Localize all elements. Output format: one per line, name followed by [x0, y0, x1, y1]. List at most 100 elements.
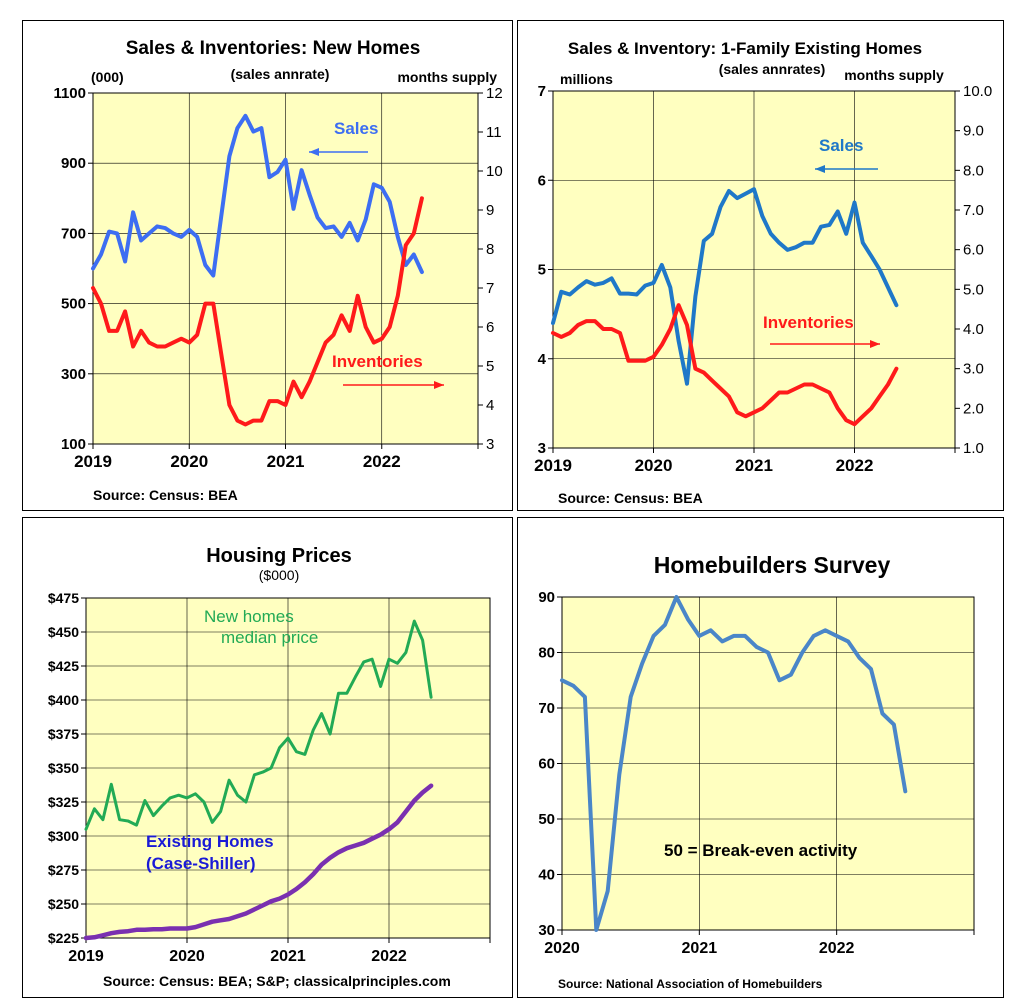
y-tick-label: $325 [48, 794, 79, 810]
chart-source: Source: Census: BEA [93, 487, 238, 503]
y-tick-label: 50 [538, 811, 555, 828]
homebuilders-survey-panel: Homebuilders Survey Source: National Ass… [517, 517, 1004, 998]
x-tick-label: 2022 [819, 940, 855, 957]
y-tick-label: 4 [538, 351, 547, 368]
y-right-tick-label: 10.0 [963, 83, 992, 100]
annotation-label: median price [221, 628, 318, 647]
chart-title: Sales & Inventories: New Homes [126, 38, 421, 59]
x-tick-label: 2021 [267, 452, 305, 471]
x-tick-label: 2019 [74, 452, 112, 471]
y-tick-label: 700 [61, 225, 86, 242]
y-right-tick-label: 9 [486, 202, 494, 219]
y-tick-label: 5 [538, 262, 546, 279]
y-tick-label: 40 [538, 867, 555, 884]
left-axis-unit: millions [560, 71, 613, 87]
x-tick-label: 2021 [682, 940, 718, 957]
y-right-tick-label: 7.0 [963, 202, 984, 219]
existing-homes-chart: Sales & Inventory: 1-Family Existing Hom… [534, 39, 992, 506]
series-line [83, 783, 434, 941]
y-right-tick-label: 5 [486, 358, 494, 375]
y-right-tick-label: 10 [486, 163, 503, 180]
x-tick-label: 2022 [836, 456, 874, 475]
annotation-arrow-head [870, 340, 880, 348]
y-tick-label: $450 [48, 624, 79, 640]
new-homes-sales-inventories-panel: Sales & Inventories: New Homes (000) (sa… [22, 20, 513, 511]
y-tick-label: 1100 [53, 85, 86, 102]
x-tick-label: 2022 [363, 452, 401, 471]
annotation-arrow-head [434, 381, 444, 389]
y-tick-label: 3 [538, 440, 546, 457]
y-right-tick-label: 4 [486, 397, 494, 414]
series-line [91, 196, 424, 427]
x-tick-label: 2019 [534, 456, 572, 475]
chart-source: Source: Census: BEA [558, 490, 703, 506]
housing-prices-panel: Housing Prices ($000) Source: Census: BE… [22, 517, 513, 998]
series-line [560, 595, 908, 932]
y-tick-label: $275 [48, 862, 79, 878]
y-tick-label: $400 [48, 692, 79, 708]
annotation-label: Existing Homes [146, 832, 274, 851]
y-tick-label: 100 [61, 436, 86, 453]
series-line [84, 619, 433, 831]
y-right-tick-label: 1.0 [963, 440, 984, 457]
y-tick-label: 7 [538, 83, 546, 100]
left-axis-unit: (000) [91, 69, 124, 85]
y-right-tick-label: 4.0 [963, 321, 984, 338]
y-tick-label: 300 [61, 366, 86, 383]
y-tick-label: $350 [48, 760, 79, 776]
series-line [551, 303, 899, 427]
x-tick-label: 2021 [270, 948, 306, 965]
chart-subtitle: (sales annrate) [231, 66, 330, 82]
y-tick-label: 500 [61, 296, 86, 313]
x-tick-label: 2020 [544, 940, 580, 957]
y-tick-label: $250 [48, 896, 79, 912]
y-tick-label: 90 [538, 589, 555, 606]
y-tick-label: 30 [538, 922, 555, 939]
y-tick-label: $475 [48, 590, 79, 606]
y-right-tick-label: 11 [486, 124, 502, 141]
x-tick-label: 2021 [735, 456, 773, 475]
y-right-tick-label: 8 [486, 241, 494, 258]
y-tick-label: 900 [61, 155, 86, 172]
y-right-tick-label: 7 [486, 280, 494, 297]
y-right-tick-label: 5.0 [963, 281, 984, 298]
homebuilders-survey-chart: Homebuilders Survey Source: National Ass… [538, 552, 975, 991]
annotation-arrow-head [309, 148, 319, 156]
chart-title: Housing Prices [206, 545, 352, 567]
y-right-tick-label: 12 [486, 85, 503, 102]
y-right-tick-label: 2.0 [963, 400, 984, 417]
y-right-tick-label: 3 [486, 436, 494, 453]
chart-subtitle: ($000) [259, 567, 299, 583]
y-tick-label: 6 [538, 172, 546, 189]
annotation-label: New homes [204, 607, 294, 626]
chart-subtitle: (sales annrates) [719, 61, 826, 77]
y-tick-label: $300 [48, 828, 79, 844]
y-tick-label: $375 [48, 726, 79, 742]
y-tick-label: 80 [538, 645, 555, 662]
right-axis-unit: months supply [844, 67, 944, 83]
series-line [551, 187, 899, 386]
y-tick-label: 70 [538, 700, 555, 717]
series-line [91, 113, 424, 278]
y-right-tick-label: 8.0 [963, 162, 984, 179]
annotation-label: Inventories [332, 352, 423, 371]
x-tick-label: 2019 [68, 948, 104, 965]
new-homes-chart: Sales & Inventories: New Homes (000) (sa… [53, 38, 503, 503]
existing-homes-sales-inventory-panel: Sales & Inventory: 1-Family Existing Hom… [517, 20, 1004, 511]
x-tick-label: 2020 [170, 452, 208, 471]
housing-prices-chart: Housing Prices ($000) Source: Census: BE… [48, 545, 491, 989]
annotation-label: Sales [819, 136, 863, 155]
chart-title: Sales & Inventory: 1-Family Existing Hom… [568, 39, 922, 58]
chart-source: Source: National Association of Homebuil… [558, 977, 823, 991]
y-tick-label: $225 [48, 930, 79, 946]
annotation-label: (Case-Shiller) [146, 854, 256, 873]
y-right-tick-label: 9.0 [963, 123, 984, 140]
chart-source: Source: Census: BEA; S&P; classicalprinc… [103, 973, 451, 989]
annotation-label: Sales [334, 119, 378, 138]
y-right-tick-label: 3.0 [963, 361, 984, 378]
y-right-tick-label: 6.0 [963, 242, 984, 259]
annotation-label: 50 = Break-even activity [664, 841, 858, 860]
y-tick-label: 60 [538, 756, 555, 773]
chart-title: Homebuilders Survey [654, 552, 891, 578]
y-tick-label: $425 [48, 658, 79, 674]
